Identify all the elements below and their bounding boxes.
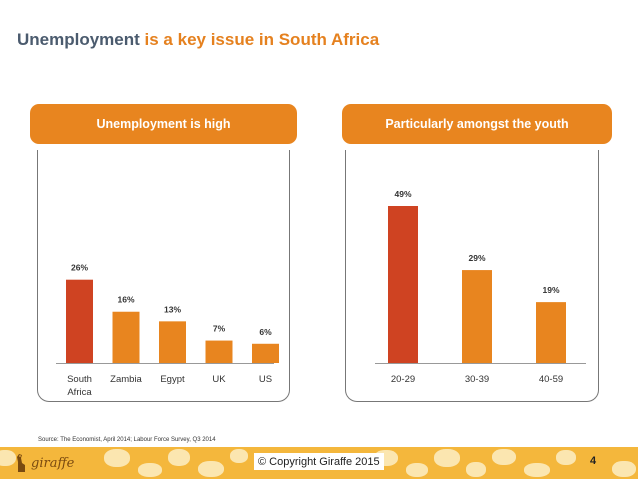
chart-1-value-label-1: 26% (71, 263, 88, 273)
left-chart-title: Unemployment is high (30, 104, 297, 144)
chart-2-bar-2 (462, 270, 492, 363)
right-chart-panel (345, 150, 599, 402)
chart-1-value-label-5: 6% (259, 327, 272, 337)
chart-1-category-label-4: UK (212, 374, 226, 385)
left-chart-panel (37, 150, 290, 402)
chart-1-value-label-4: 7% (213, 324, 226, 334)
chart-1-category-label-1: South Africa (67, 374, 92, 398)
chart-1-category-label-3: Egypt (160, 374, 185, 385)
copyright-notice: © Copyright Giraffe 2015 (254, 453, 384, 470)
chart-2-value-label-3: 19% (542, 285, 559, 295)
chart-2-category-label-3: 40-59 (539, 374, 563, 385)
chart-1-category-label-5: US (259, 374, 272, 385)
page-number: 4 (590, 455, 597, 467)
chart-1-bar-4 (205, 340, 233, 363)
chart-1-bar-5 (252, 343, 279, 363)
chart-2-category-label-1: 20-29 (391, 374, 415, 385)
chart-2-category-label-2: 30-39 (465, 374, 489, 385)
giraffe-logo: giraffe (14, 453, 74, 473)
chart-1-bar-1 (66, 279, 93, 363)
chart-2-value-label-1: 49% (394, 189, 411, 199)
title-part-1: Unemployment (17, 30, 140, 49)
source-note: Source: The Economist, April 2014; Labou… (38, 437, 216, 443)
title-part-2: is a key issue in South Africa (144, 30, 380, 49)
chart-2-bar-3 (536, 302, 566, 363)
right-chart-title: Particularly amongst the youth (342, 104, 612, 144)
chart-1-bar-2 (112, 311, 140, 363)
chart-1-value-label-3: 13% (164, 304, 181, 314)
chart-2-value-label-2: 29% (468, 253, 485, 263)
logo-text: giraffe (31, 455, 75, 471)
chart-1-category-label-2: Zambia (110, 374, 142, 385)
giraffe-icon (17, 454, 25, 472)
chart-2-bar-1 (388, 206, 418, 363)
chart-1-bar-3 (159, 321, 186, 363)
slide-title: Unemployment is a key issue in South Afr… (17, 30, 379, 50)
chart-1-value-label-2: 16% (117, 295, 134, 305)
